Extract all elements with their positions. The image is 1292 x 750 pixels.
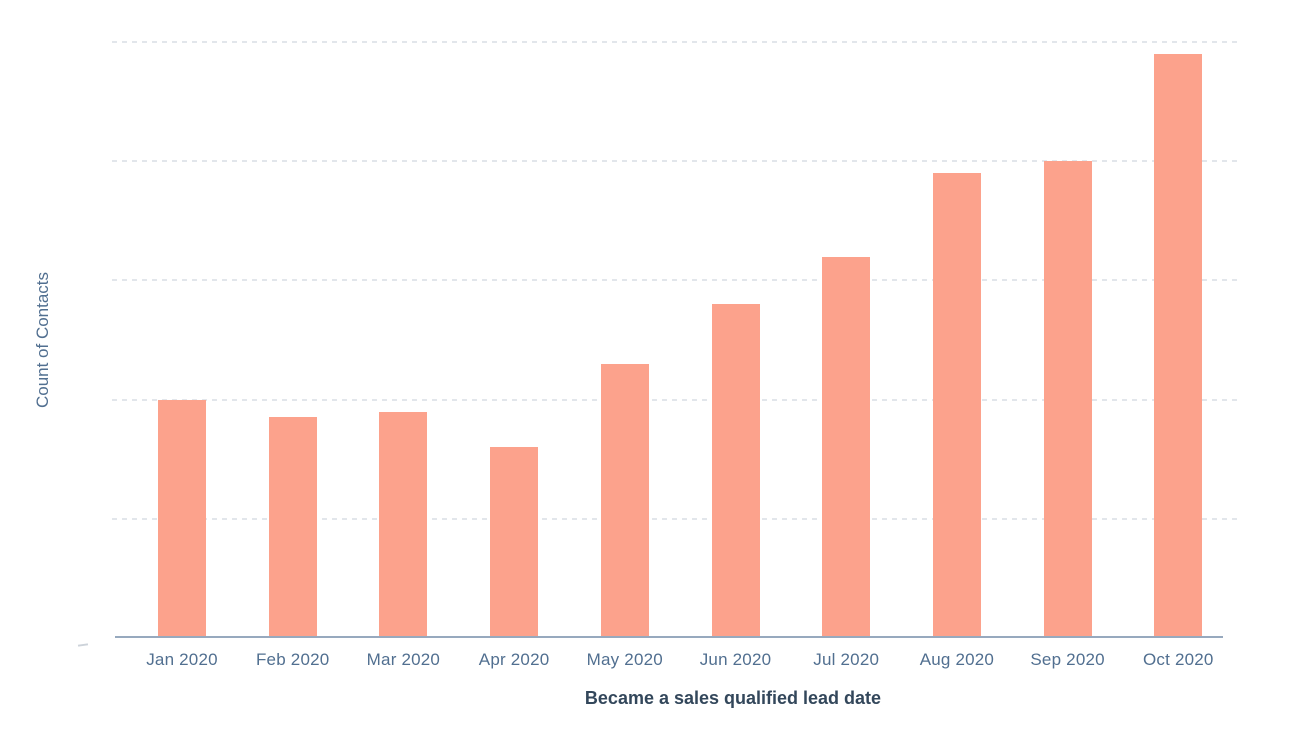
x-tick-label: Sep 2020: [1030, 650, 1105, 669]
y-axis-title: Count of Contacts: [33, 271, 52, 409]
gridline: [112, 398, 1237, 401]
x-tick-label: May 2020: [586, 650, 663, 669]
bar-jan-2020[interactable]: [158, 399, 206, 636]
x-tick-label: Oct 2020: [1143, 650, 1214, 669]
x-tick-label: Aug 2020: [919, 650, 995, 669]
gridline: [112, 160, 1237, 163]
gridline: [112, 517, 1237, 520]
bar-sep-2020[interactable]: [1043, 161, 1092, 636]
bar-mar-2020[interactable]: [379, 411, 428, 636]
bar-oct-2020[interactable]: [1154, 53, 1203, 636]
x-tick-label: Apr 2020: [478, 650, 550, 669]
x-tick-label: Mar 2020: [366, 650, 441, 669]
bar-jul-2020[interactable]: [822, 256, 871, 636]
x-tick-label: Feb 2020: [255, 650, 330, 669]
gridline: [112, 41, 1237, 43]
bar-feb-2020[interactable]: [268, 417, 317, 636]
x-tick-label: Jan 2020: [146, 650, 218, 669]
bar-aug-2020[interactable]: [932, 173, 981, 636]
x-axis-line: [115, 636, 1223, 638]
bar-jun-2020[interactable]: [711, 304, 760, 636]
gridline: [112, 279, 1237, 282]
bar-apr-2020[interactable]: [490, 447, 539, 636]
plot-area: [112, 0, 1237, 638]
x-axis-title: Became a sales qualified lead date: [584, 688, 882, 708]
bar-may-2020[interactable]: [600, 363, 649, 636]
x-tick-label: Jun 2020: [699, 650, 772, 669]
x-tick-label: Jul 2020: [813, 650, 880, 669]
axis-tick-mark: [77, 643, 89, 647]
